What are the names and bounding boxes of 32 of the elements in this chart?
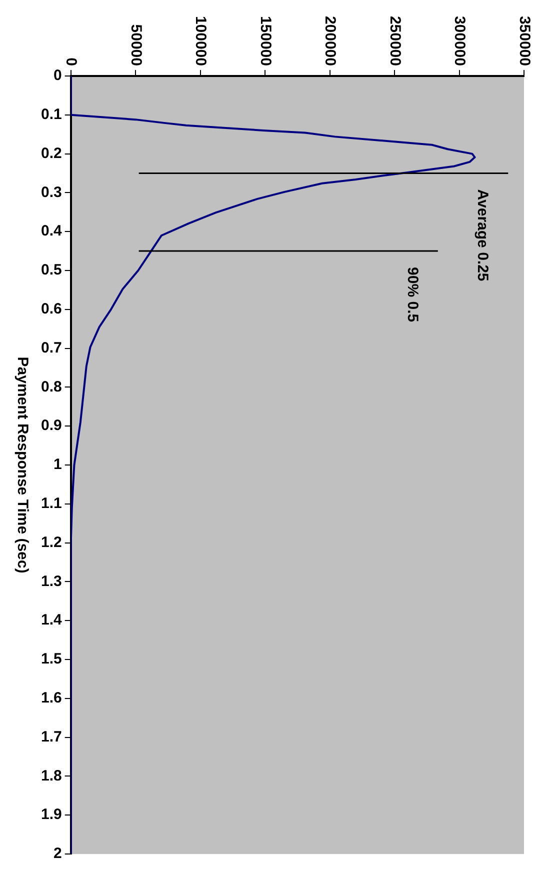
x-tick-label: 150000 [256,16,274,66]
y-tick-label: 0.8 [40,378,62,396]
y-tick-label: 1.6 [40,690,62,707]
y-tick-label: 1 [54,456,62,474]
y-tick-label: 1.9 [40,806,62,824]
y-tick-label: 1.2 [40,534,62,551]
x-tick-label: 0 [62,58,80,66]
y-tick-label: 0.6 [40,300,62,318]
y-tick-label: 1.1 [40,495,62,512]
y-tick-label: 0.2 [40,144,62,162]
y-tick-label: 0.7 [40,339,62,356]
x-tick-label: 100000 [192,16,210,66]
y-tick-label: 1.5 [40,650,62,668]
x-tick-label: 250000 [386,16,404,66]
y-tick-label: 0.3 [40,184,62,201]
y-tick-label: 0 [54,67,62,84]
x-tick-label: 350000 [516,16,533,66]
y-tick-label: 1.7 [40,728,62,746]
y-tick-label: 0.4 [40,222,62,240]
y-tick-label: 0.9 [40,417,62,434]
ref-line-label: 90% 0.5 [404,267,421,322]
x-tick-label: 200000 [322,16,339,66]
y-tick-label: 2 [54,845,62,862]
x-tick-label: 300000 [451,16,468,66]
y-tick-label: 0.1 [40,106,62,124]
x-tick-label: 50000 [127,24,144,66]
y-tick-label: 1.3 [40,572,62,590]
y-tick-label: 0.5 [40,262,62,279]
y-tick-label: 1.8 [40,767,62,784]
ref-line-label: Average 0.25 [474,189,491,282]
y-axis-title: Payment Response Time (sec) [14,356,31,574]
y-tick-label: 1.4 [40,612,62,629]
